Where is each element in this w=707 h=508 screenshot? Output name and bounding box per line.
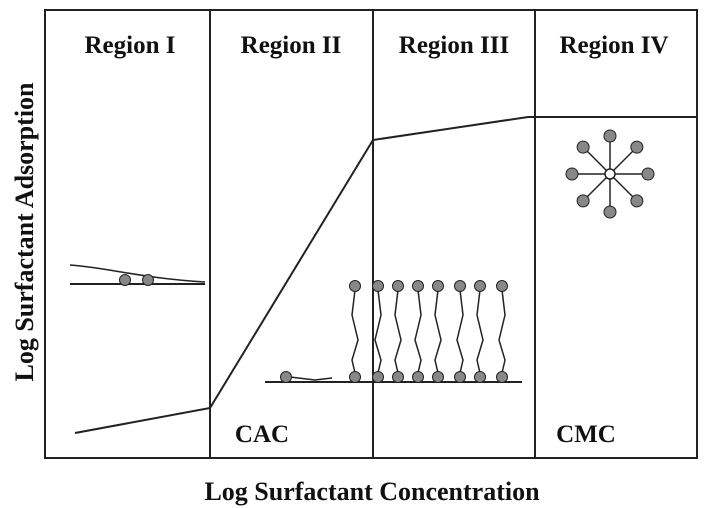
molecule-head bbox=[143, 275, 154, 286]
molecule-head bbox=[413, 281, 424, 292]
molecule-head bbox=[433, 372, 444, 383]
adsorption-curve bbox=[75, 117, 697, 433]
molecule-tail bbox=[477, 290, 483, 373]
molecule-head bbox=[455, 281, 466, 292]
cmc-label: CMC bbox=[556, 421, 616, 448]
molecule-head bbox=[577, 141, 589, 153]
molecule-head bbox=[566, 168, 578, 180]
molecule-head bbox=[497, 372, 508, 383]
molecule-tail bbox=[395, 290, 401, 373]
molecule-tail bbox=[457, 290, 463, 373]
molecule-tail bbox=[499, 290, 505, 373]
y-axis-label: Log Surfactant Adsorption bbox=[10, 82, 39, 382]
molecule-tail bbox=[352, 290, 358, 373]
cac-label: CAC bbox=[235, 421, 289, 448]
molecule-head bbox=[120, 275, 131, 286]
molecule-head bbox=[577, 195, 589, 207]
plot-frame bbox=[45, 10, 697, 458]
diagram: Region I Region II Region III Region IV … bbox=[0, 0, 707, 508]
molecule-head bbox=[604, 130, 616, 142]
molecule-head bbox=[373, 372, 384, 383]
micelle-core bbox=[605, 169, 615, 179]
molecule-head bbox=[433, 281, 444, 292]
molecule-head bbox=[475, 372, 486, 383]
molecule-head bbox=[393, 281, 404, 292]
molecule-head bbox=[497, 281, 508, 292]
molecule-head bbox=[475, 281, 486, 292]
region-label: Region II bbox=[241, 32, 342, 59]
region-label: Region I bbox=[85, 32, 176, 59]
region-label: Region IV bbox=[559, 32, 668, 59]
molecule-head bbox=[455, 372, 466, 383]
x-axis-label: Log Surfactant Concentration bbox=[204, 477, 540, 506]
molecule-head bbox=[413, 372, 424, 383]
molecule-tail bbox=[415, 290, 421, 373]
molecule-head bbox=[350, 372, 361, 383]
molecule-tail bbox=[435, 290, 441, 373]
molecule-head bbox=[281, 372, 292, 383]
molecule-tail bbox=[290, 377, 332, 380]
molecule-head bbox=[631, 195, 643, 207]
molecule-head bbox=[373, 281, 384, 292]
molecule-head bbox=[642, 168, 654, 180]
region-label: Region III bbox=[399, 32, 509, 59]
molecule-head bbox=[393, 372, 404, 383]
molecule-head bbox=[604, 206, 616, 218]
molecule-head bbox=[631, 141, 643, 153]
molecule-head bbox=[350, 281, 361, 292]
molecule-tail bbox=[70, 265, 205, 282]
micelle bbox=[566, 130, 654, 218]
molecule-tail bbox=[375, 290, 381, 373]
